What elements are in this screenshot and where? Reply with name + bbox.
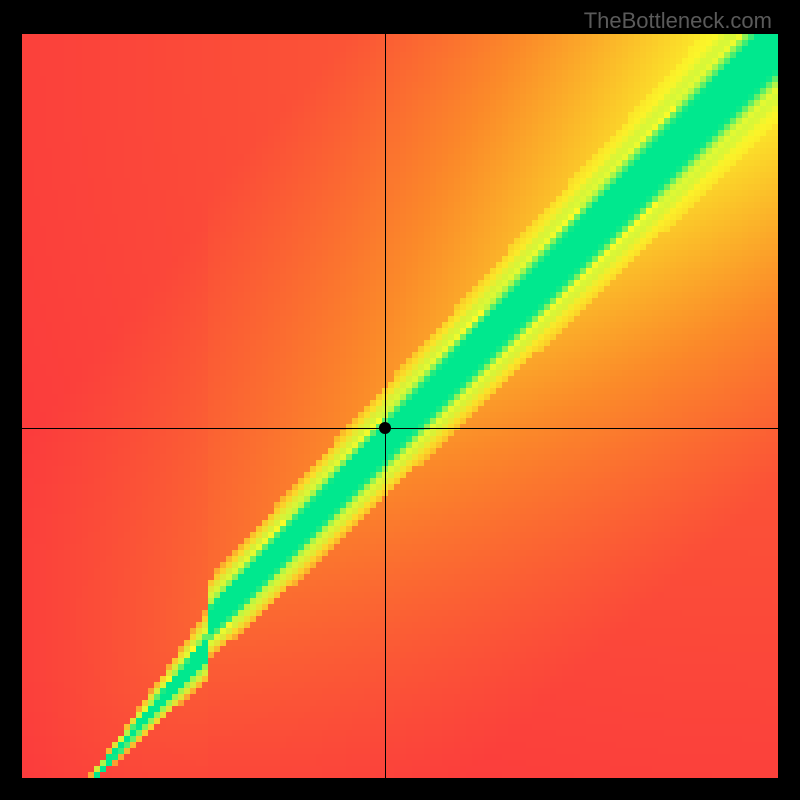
chart-container: TheBottleneck.com: [0, 0, 800, 800]
heatmap-canvas: [22, 34, 778, 778]
chart-area: [22, 34, 778, 778]
watermark-text: TheBottleneck.com: [584, 8, 772, 34]
crosshair-vertical: [385, 34, 386, 778]
crosshair-horizontal: [22, 428, 778, 429]
marker-dot: [379, 422, 391, 434]
